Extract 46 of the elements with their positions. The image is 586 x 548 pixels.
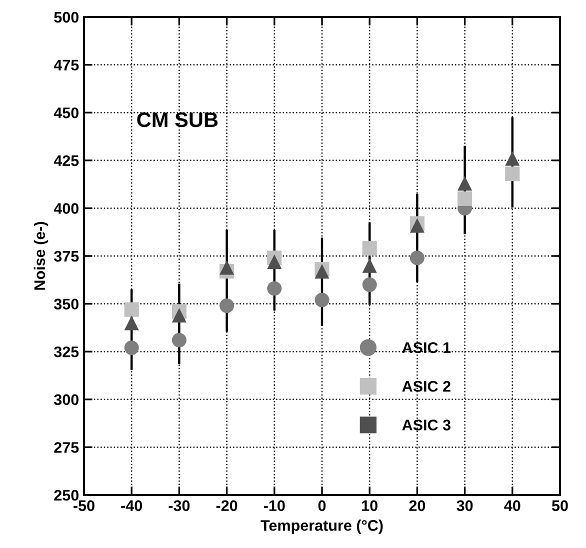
point bbox=[505, 151, 520, 166]
point bbox=[220, 260, 234, 275]
point bbox=[362, 258, 377, 273]
point bbox=[124, 302, 139, 317]
y-tick-label: 475 bbox=[54, 60, 79, 70]
x-axis-title: Temperature (°C) bbox=[260, 520, 383, 534]
x-tick-label: -10 bbox=[264, 500, 285, 512]
point bbox=[458, 176, 472, 191]
y-tick-label: 375 bbox=[54, 250, 79, 262]
y-tick-label: 300 bbox=[54, 394, 79, 406]
point bbox=[220, 298, 234, 313]
x-tick-label: 30 bbox=[456, 500, 473, 512]
point bbox=[267, 254, 282, 270]
point bbox=[314, 292, 330, 308]
point bbox=[124, 316, 139, 330]
x-tick-label: 0 bbox=[318, 500, 326, 512]
point bbox=[267, 281, 282, 296]
legend-label: ASIC 1 bbox=[402, 342, 451, 354]
legend-label: ASIC 2 bbox=[402, 380, 450, 392]
point bbox=[505, 166, 520, 182]
x-tick-label: -50 bbox=[74, 500, 94, 512]
y-tick-label: 325 bbox=[54, 346, 79, 358]
point bbox=[172, 332, 186, 348]
legend-label: ASIC 3 bbox=[402, 420, 450, 430]
x-tick-label: -30 bbox=[168, 500, 190, 512]
y-tick-label: 450 bbox=[54, 107, 79, 118]
x-tick-label: 50 bbox=[552, 500, 568, 512]
x-tick-label: -20 bbox=[216, 500, 238, 512]
point bbox=[458, 191, 472, 206]
x-tick-label: 40 bbox=[504, 500, 520, 512]
y-tick-label: 350 bbox=[54, 298, 79, 310]
y-tick-label: 425 bbox=[54, 155, 79, 166]
point bbox=[172, 308, 186, 323]
point bbox=[362, 277, 377, 292]
y-tick-label: 250 bbox=[54, 490, 79, 501]
point bbox=[410, 250, 424, 266]
x-tick-label: -40 bbox=[121, 500, 142, 512]
x-tick-label: 10 bbox=[362, 500, 378, 512]
y-axis-title: Noise (e-) bbox=[34, 222, 48, 290]
annotation: CM SUB bbox=[137, 112, 218, 128]
y-tick-label: 275 bbox=[54, 442, 79, 453]
point bbox=[362, 241, 377, 256]
y-tick-label: 500 bbox=[54, 12, 79, 23]
x-tick-label: 20 bbox=[409, 500, 426, 512]
point bbox=[124, 340, 139, 356]
y-tick-label: 400 bbox=[54, 203, 79, 214]
